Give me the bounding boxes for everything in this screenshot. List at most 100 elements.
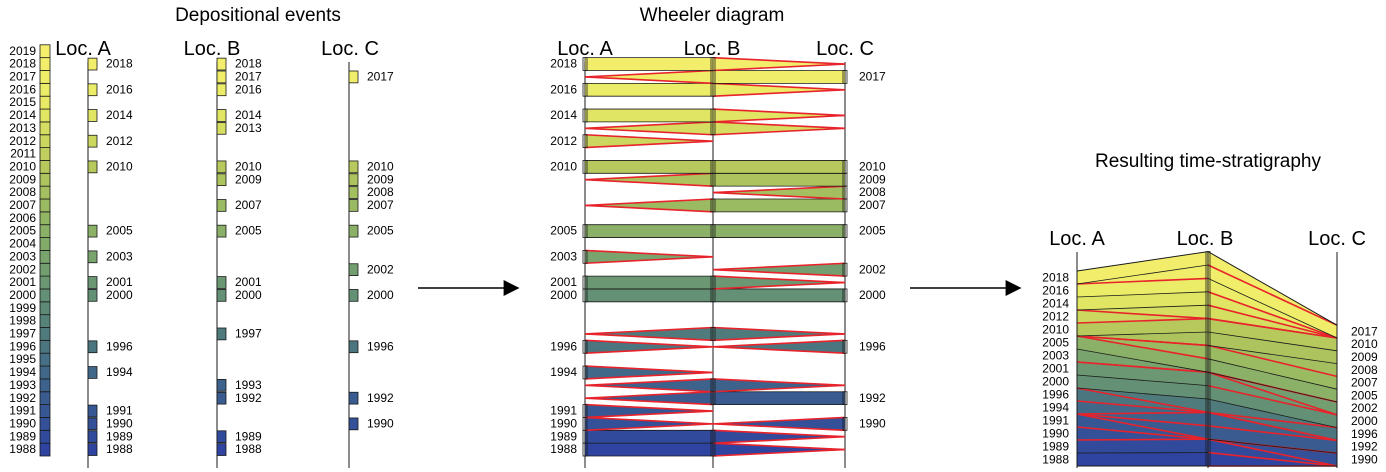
- time-stratigraphy-panel: 2018201620142012201020052003200120001996…: [1042, 251, 1378, 468]
- res-label-a-1990: 1990: [1042, 426, 1069, 440]
- res-boundary-ab-2007: [1076, 335, 1209, 360]
- wh-band-ab-1989: [584, 429, 714, 444]
- timescale-year-1988: 1988: [9, 442, 36, 456]
- wh-marker-c-1996: [842, 339, 848, 354]
- wh-band-bc-1992: [712, 391, 846, 406]
- res-label-a-2012: 2012: [1042, 309, 1069, 323]
- res-label-a-1991: 1991: [1042, 413, 1069, 427]
- wh-band-bc-2010: [712, 160, 846, 174]
- wh-hiatus-ab-1992-t: [584, 390, 714, 399]
- res-boundary-bc-2009: [1207, 345, 1338, 364]
- wh-label-c-2017: 2017: [859, 70, 886, 84]
- wh-label-c-2010: 2010: [859, 159, 886, 173]
- res-boundary-ab-1997: [1076, 387, 1209, 414]
- wh-hiatus-ab-2012-t: [584, 133, 714, 142]
- dep-loc-c-header: Loc. C: [321, 38, 379, 60]
- wh-label-a-2018: 2018: [550, 57, 577, 71]
- wh-band-ab-2016: [584, 82, 714, 97]
- timescale-year-2014: 2014: [9, 108, 36, 122]
- res-boundary-bc-2007: [1207, 358, 1338, 390]
- wh-band-bc-2005: [712, 224, 846, 238]
- timescale-year-2000: 2000: [9, 288, 36, 302]
- dep-event-loc_c-1996: [348, 340, 359, 354]
- timescale-cell-2005: [39, 224, 51, 238]
- wh-band-ab-1988: [584, 442, 714, 457]
- wh-band-ab-2009: [584, 172, 714, 187]
- res-boundary-bc-2018: [1207, 264, 1338, 326]
- dep-event-loc_c-1990: [348, 417, 359, 431]
- wh-hiatus-bc-2008-b: [712, 191, 846, 200]
- wh-label-a-1991: 1991: [550, 404, 577, 418]
- res-layer-2001: [1077, 362, 1337, 415]
- dep-label-loc_a-1989: 1989: [106, 429, 133, 443]
- dep-label-loc_a-1996: 1996: [106, 339, 133, 353]
- dep-label-loc_b-2016: 2016: [235, 82, 262, 96]
- wh-band-bc-2014: [712, 108, 846, 123]
- wh-band-ab-2017: [584, 70, 714, 84]
- wh-hiatus-ab-1994-b: [584, 371, 714, 380]
- dep-label-loc_a-2014: 2014: [106, 108, 133, 122]
- res-boundary-bc-2008: [1207, 344, 1338, 378]
- res-label-a-1996: 1996: [1042, 387, 1069, 401]
- res-layer-2016: [1077, 278, 1337, 338]
- wh-label-a-1990: 1990: [550, 416, 577, 430]
- wh-band-bc-2008: [712, 185, 846, 200]
- wh-marker-b-1989: [710, 429, 716, 444]
- res-boundary-ab-1993: [1076, 413, 1209, 427]
- timescale-cell-2017: [39, 70, 51, 84]
- wh-marker-a-1994: [582, 365, 588, 380]
- res-label-c-2000: 2000: [1351, 414, 1378, 428]
- dep-event-loc_b-1997: [216, 327, 227, 341]
- dep-label-loc_b-1988: 1988: [235, 442, 262, 456]
- wh-hiatus-bc-2002-t: [712, 262, 846, 271]
- res-label-a-2005: 2005: [1042, 335, 1069, 349]
- wh-label-c-1992: 1992: [859, 391, 886, 405]
- res-boundary-ab-2003: [1076, 361, 1209, 373]
- wh-band-ab-2007: [584, 198, 714, 213]
- dep-label-loc_a-2000: 2000: [106, 288, 133, 302]
- dep-label-loc_c-2008: 2008: [367, 185, 394, 199]
- res-boundary-bc-1997: [1207, 411, 1338, 429]
- dep-event-loc_a-2000: [87, 289, 98, 302]
- res-label-a-1994: 1994: [1042, 400, 1069, 414]
- res-boundary-bc-2000: [1207, 398, 1338, 428]
- res-boundary-bc-2017: [1207, 278, 1338, 339]
- dep-event-loc_b-2014: [216, 109, 227, 122]
- wh-marker-a-2018: [582, 57, 588, 71]
- res-label-a-2000: 2000: [1042, 374, 1069, 388]
- dep-label-loc_b-2009: 2009: [235, 172, 262, 186]
- wh-band-bc-1988: [712, 442, 846, 457]
- timescale-cell-2001: [39, 275, 51, 290]
- wh-band-bc-2000: [712, 288, 846, 303]
- wh-hiatus-ab-2009-b: [584, 178, 714, 187]
- dep-event-loc_a-2003: [87, 250, 98, 264]
- dep-label-loc_a-2018: 2018: [106, 57, 133, 71]
- wheeler-diagram-panel: 2018201620142012201020052003200120001996…: [550, 57, 886, 468]
- wh-marker-b-2001: [710, 275, 716, 290]
- wh-marker-c-2010: [842, 160, 848, 174]
- res-loc-c-header: Loc. C: [1308, 228, 1366, 250]
- wh-marker-b-1993: [710, 378, 716, 393]
- timescale-year-2015: 2015: [9, 95, 36, 109]
- timescale-year-1991: 1991: [9, 404, 36, 418]
- timescale-cell-1997: [39, 327, 51, 341]
- res-label-c-1990: 1990: [1351, 452, 1378, 466]
- wh-label-a-2010: 2010: [550, 159, 577, 173]
- wh-label-a-2001: 2001: [550, 275, 577, 289]
- timescale-cell-2018: [39, 57, 51, 71]
- res-label-c-2010: 2010: [1351, 337, 1378, 351]
- timescale-year-2018: 2018: [9, 57, 36, 71]
- dep-event-loc_b-1989: [216, 430, 227, 444]
- dep-label-loc_c-2017: 2017: [367, 70, 394, 84]
- wh-band-ab-1992: [584, 391, 714, 406]
- timescale-year-2005: 2005: [9, 224, 36, 238]
- dep-loc-a-header: Loc. A: [55, 38, 111, 60]
- wh-loc-c-header: Loc. C: [816, 38, 874, 60]
- res-boundary-ab-2018: [1076, 264, 1209, 285]
- res-label-a-2014: 2014: [1042, 296, 1069, 310]
- wh-hiatus-ab-1997-t: [584, 326, 714, 335]
- wh-band-bc-2001: [712, 275, 846, 290]
- title-depositional: Depositional events: [175, 5, 341, 26]
- timescale-cell-2011: [39, 147, 51, 161]
